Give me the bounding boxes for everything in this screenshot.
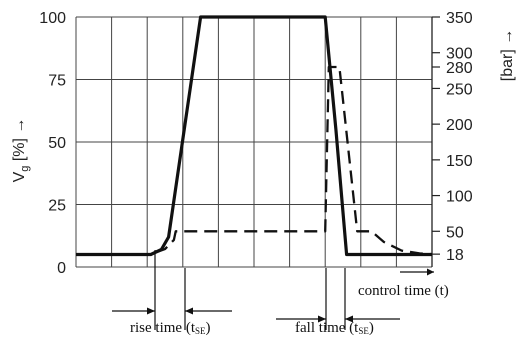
right-axis-arrow: →: [499, 29, 516, 45]
left-tick-label-2: 50: [48, 135, 66, 152]
right-tick-label-5: 250: [446, 81, 473, 98]
right-tick-label-8: 350: [446, 10, 473, 27]
fall-time-label: fall time (t: [295, 320, 359, 336]
rise-time-annotation: rise time (tSE): [112, 250, 232, 336]
left-tick-label-3: 75: [48, 73, 66, 90]
left-axis-label-main: V: [11, 171, 28, 182]
left-tick-label-0: 0: [57, 260, 66, 277]
rise-time-label: rise time (t: [130, 320, 196, 336]
right-tick-label-3: 150: [446, 153, 473, 170]
grid-lines: [75, 16, 433, 268]
rise-time-sub: SE: [195, 326, 206, 336]
fall-time-sub: SE: [358, 326, 369, 336]
series-line-pressure-dashed: [76, 65, 433, 256]
left-axis-label-unit: [%]: [11, 138, 28, 161]
left-axis-arrow: →: [11, 118, 28, 134]
svg-text:fall time (tSE): fall time (tSE): [295, 320, 374, 336]
right-axis-title: [bar] →: [499, 29, 516, 81]
left-axis-ticks: 0 25 50 75 100: [39, 10, 66, 277]
right-axis-label: [bar]: [499, 49, 516, 81]
left-axis-title: Vg [%] →: [11, 118, 31, 183]
series-lines: [76, 15, 433, 257]
left-tick-label-1: 25: [48, 198, 66, 215]
control-time-indicator: control time (t): [358, 268, 449, 299]
right-tick-label-6: 280: [446, 60, 473, 77]
left-tick-label-4: 100: [39, 10, 66, 27]
svg-text:rise time (tSE): rise time (tSE): [130, 320, 211, 336]
right-tick-label-2: 100: [446, 189, 473, 206]
fall-time-annotation: fall time (tSE): [276, 268, 400, 336]
left-axis-label-sub: g: [19, 166, 31, 172]
right-tick-label-1: 50: [446, 224, 464, 241]
svg-text:[bar] →: [bar] →: [499, 29, 516, 81]
right-tick-label-4: 200: [446, 117, 473, 134]
right-tick-label-7: 300: [446, 46, 473, 63]
svg-text:Vg [%] →: Vg [%] →: [11, 118, 31, 183]
x-axis-label: control time (t): [358, 283, 449, 299]
right-tick-label-0: 18: [446, 247, 464, 264]
